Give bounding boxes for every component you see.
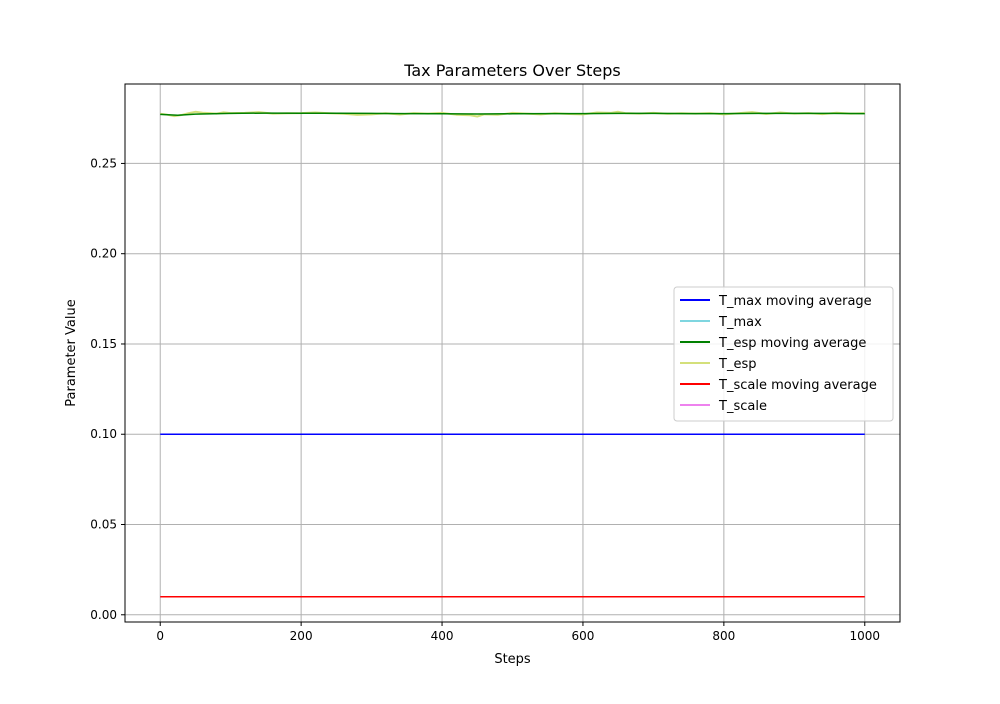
series-group bbox=[160, 110, 865, 598]
legend-label-t-esp-moving-average: T_esp moving average bbox=[718, 336, 866, 351]
y-axis-label: Parameter Value bbox=[64, 299, 79, 406]
y-tick-label: 0.00 bbox=[90, 608, 117, 622]
legend-label-t-scale-moving-average: T_scale moving average bbox=[718, 378, 877, 393]
x-tick-label: 400 bbox=[431, 629, 454, 643]
x-tick-label: 600 bbox=[572, 629, 595, 643]
y-tick-label: 0.05 bbox=[90, 518, 117, 532]
y-tick-label: 0.10 bbox=[90, 427, 117, 441]
legend-label-t-max-moving-average: T_max moving average bbox=[718, 294, 872, 309]
x-axis: 0 200 400 600 800 1000 bbox=[156, 622, 880, 643]
plot-frame bbox=[124, 83, 901, 623]
legend: T_max moving average T_max T_esp moving av… bbox=[673, 286, 894, 422]
legend-label-t-scale: T_scale bbox=[718, 399, 767, 414]
x-tick-label: 0 bbox=[156, 629, 164, 643]
x-tick-label: 800 bbox=[712, 629, 735, 643]
series-line-t-esp-moving-average bbox=[160, 112, 865, 116]
y-tick-label: 0.15 bbox=[90, 337, 117, 351]
chart-title: Tax Parameters Over Steps bbox=[403, 61, 620, 80]
y-tick-label: 0.20 bbox=[90, 247, 117, 261]
legend-label-t-esp: T_esp bbox=[718, 357, 756, 372]
x-tick-label: 200 bbox=[290, 629, 313, 643]
x-axis-label: Steps bbox=[494, 652, 531, 667]
y-axis: 0.00 0.05 0.10 0.15 0.20 0.25 bbox=[90, 156, 125, 622]
y-tick-label: 0.25 bbox=[90, 156, 117, 170]
legend-label-t-max: T_max bbox=[718, 315, 762, 330]
legend-box bbox=[673, 286, 894, 422]
x-tick-label: 1000 bbox=[849, 629, 880, 643]
